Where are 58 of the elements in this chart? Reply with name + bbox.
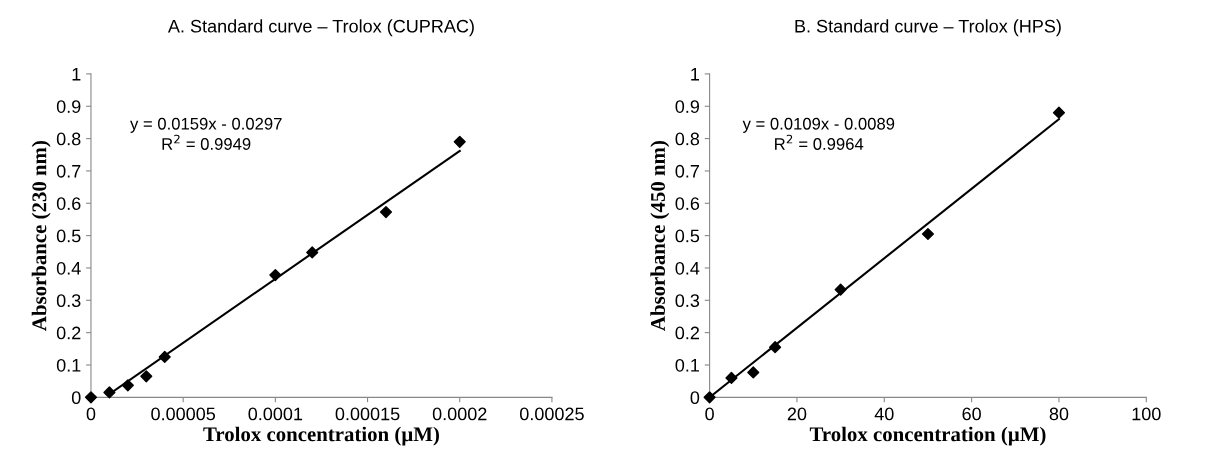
point	[747, 366, 760, 379]
y-axis-title: Absorbance (230 nm)	[31, 141, 51, 331]
point	[269, 269, 282, 282]
y-tick-label: 0	[690, 391, 700, 405]
point	[84, 391, 98, 404]
x-tick-label: 20	[787, 407, 807, 421]
x-tick-label: 60	[962, 407, 981, 421]
y-tick-label: 0.9	[56, 100, 81, 113]
x-tick-label: 0.00015	[335, 407, 400, 421]
y-tick-label: 0.5	[56, 229, 81, 243]
y-tick-label: 0.1	[675, 358, 699, 372]
point	[834, 283, 847, 296]
point	[1052, 106, 1066, 119]
chart-title: A. Standard curve – Trolox (CUPRAC)	[167, 19, 474, 37]
y-tick-label: 0.2	[675, 326, 699, 340]
point	[306, 246, 319, 259]
point	[140, 370, 153, 383]
point	[453, 135, 466, 148]
point	[921, 227, 935, 241]
x-tick-label: 0	[705, 407, 714, 421]
y-tick-label: 0.5	[675, 229, 700, 243]
y-tick-label: 0.6	[56, 197, 81, 210]
point	[725, 371, 738, 384]
x-tick-label: 0.00005	[151, 407, 216, 421]
y-tick-label: 0.4	[675, 261, 700, 275]
x-tick-label: 0.00025	[519, 407, 584, 421]
x-axis-title: Trolox concentration (µM)	[203, 426, 439, 446]
y-tick-label: 0	[71, 391, 81, 405]
y-tick-label: 0.3	[675, 294, 700, 308]
y-tick-label: 0.8	[675, 132, 700, 146]
x-tick-label: 40	[874, 407, 894, 421]
x-tick-label: 0	[86, 407, 96, 421]
annotation: y = 0.0109x - 0.0089 R$^{2}$ = 0.9964	[742, 117, 895, 150]
chart-title: B. Standard curve – Trolox (HPS)	[795, 19, 1061, 37]
annotation: y = 0.0159x - 0.0297 R$^{2}$ = 0.9949	[130, 117, 282, 150]
x-tick-label: 80	[1049, 407, 1069, 421]
y-tick-label: 0.7	[56, 164, 81, 178]
y-tick-label: 1	[72, 68, 81, 81]
x-axis-title: Trolox concentration (µM)	[809, 426, 1046, 446]
y-tick-label: 0.3	[56, 294, 81, 308]
y-tick-label: 0.1	[56, 358, 81, 372]
y-tick-label: 0.2	[56, 326, 81, 340]
y-tick-label: 0.4	[56, 261, 81, 275]
point	[379, 205, 393, 219]
x-tick-label: 0.0001	[248, 407, 303, 421]
y-axis-title: Absorbance (450 nm)	[650, 141, 670, 331]
point	[769, 341, 782, 354]
y-tick-label: 0.6	[675, 197, 700, 210]
point	[158, 350, 171, 363]
x-tick-label: 100	[1132, 407, 1161, 421]
y-tick-label: 0.9	[675, 100, 700, 113]
point	[703, 391, 716, 404]
point	[103, 386, 116, 399]
x-tick-label: 0.0002	[432, 407, 487, 421]
y-tick-label: 0.7	[675, 164, 699, 178]
y-tick-label: 1	[691, 68, 699, 81]
point	[121, 379, 134, 392]
y-tick-label: 0.8	[56, 132, 81, 146]
